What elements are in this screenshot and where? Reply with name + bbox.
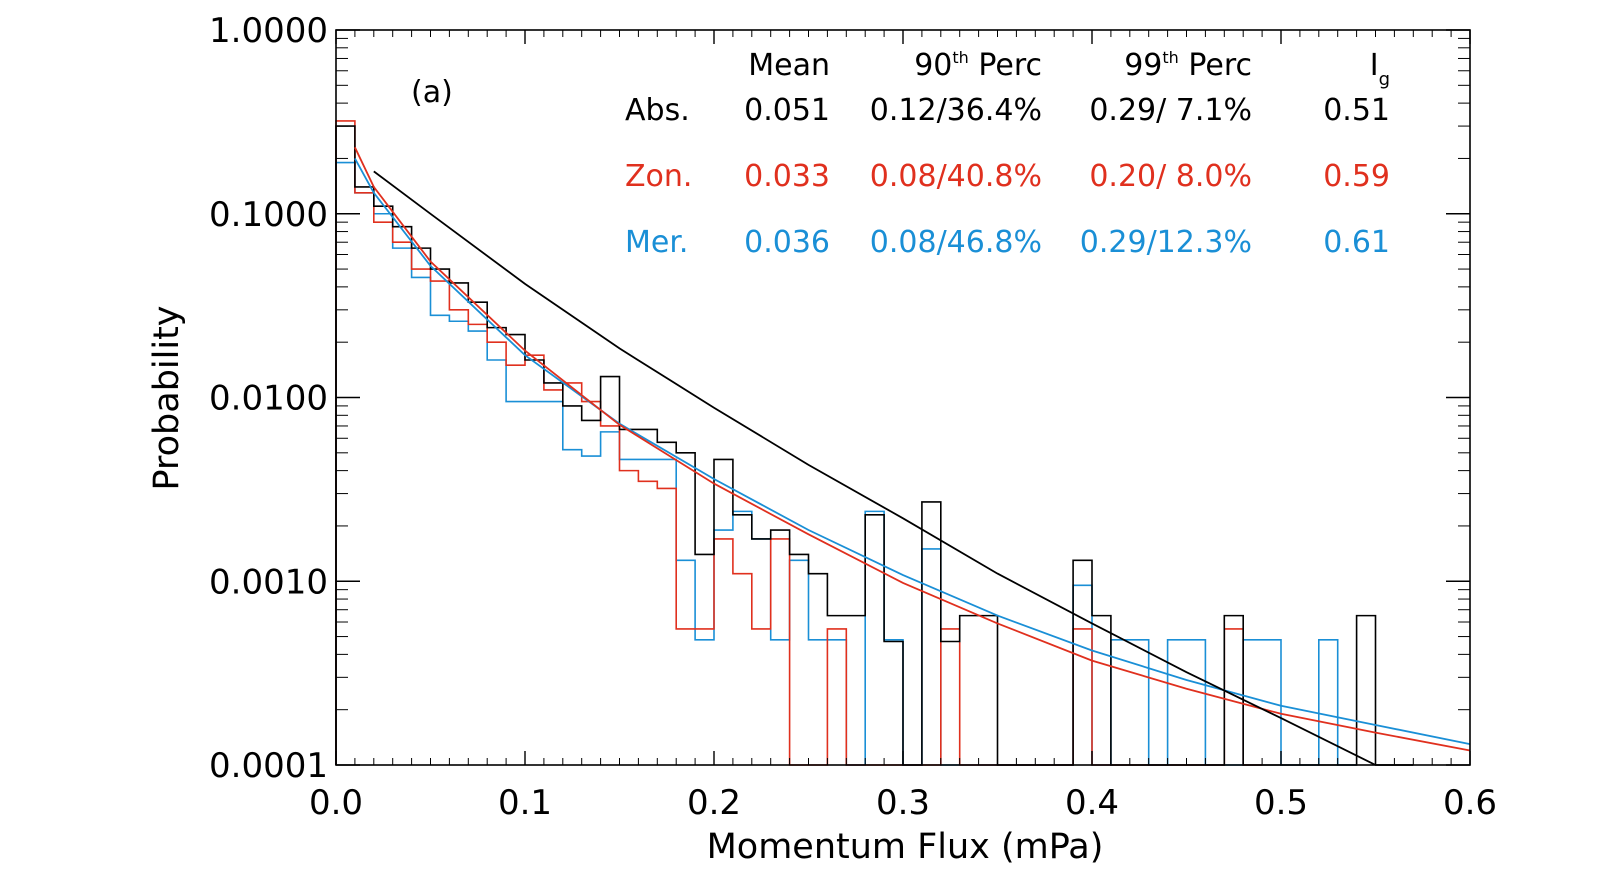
x-tick-label: 0.3 (876, 783, 930, 823)
row-mean: 0.033 (744, 159, 830, 194)
row-label: Abs. (625, 93, 690, 128)
fit-curve-abs (373, 170, 1414, 766)
stats-row-zon: Zon. 0.033 0.08/40.8% 0.20/ 8.0% 0.59 (625, 159, 1390, 194)
y-tick-label: 0.0010 (209, 562, 328, 602)
header-mean: Mean (748, 48, 830, 83)
histogram-abs (335, 125, 1377, 766)
x-axis-label: Momentum Flux (mPa) (707, 827, 1104, 867)
row-label: Zon. (625, 159, 692, 194)
x-tick-label: 0.1 (498, 783, 552, 823)
row-mean: 0.051 (744, 93, 830, 128)
tick-labels: 0.0 0.1 0.2 0.3 0.4 0.5 0.6 1.0000 0.1000 0.0100 0… (209, 11, 1497, 823)
panel-label: (a) (411, 75, 453, 110)
row-p90: 0.12/36.4% (870, 93, 1042, 128)
axis-ticks (335, 29, 1471, 766)
y-tick-label: 0.0001 (209, 746, 328, 786)
row-mean: 0.036 (744, 225, 830, 260)
stats-row-mer: Mer. 0.036 0.08/46.8% 0.29/12.3% 0.61 (625, 225, 1390, 260)
row-p99: 0.29/ 7.1% (1089, 93, 1252, 128)
histogram-layer (335, 120, 1377, 766)
row-p99: 0.20/ 8.0% (1089, 159, 1252, 194)
y-tick-label: 0.0100 (209, 379, 328, 419)
y-tick-label: 0.1000 (209, 195, 328, 235)
header-p99: 99th Perc (1124, 48, 1252, 83)
header-p90: 90th Perc (914, 48, 1042, 83)
header-ig: Ig (1370, 48, 1390, 90)
histogram-steps-zon (335, 120, 1263, 766)
fit-curve-layer (354, 146, 1471, 766)
row-label: Mer. (625, 225, 688, 260)
x-tick-label: 0.4 (1065, 783, 1119, 823)
row-ig: 0.61 (1323, 225, 1390, 260)
row-ig: 0.59 (1323, 159, 1390, 194)
x-tick-label: 0.0 (309, 783, 363, 823)
histogram-steps-abs (335, 125, 1377, 766)
stats-row-abs: Abs. 0.051 0.12/36.4% 0.29/ 7.1% 0.51 (625, 93, 1390, 128)
row-ig: 0.51 (1323, 93, 1390, 128)
histogram-zon (335, 120, 1263, 766)
y-axis-label: Probability (147, 305, 187, 490)
stats-table: Mean 90th Perc 99th Perc Ig Abs. 0.051 0.12/36… (625, 48, 1390, 260)
x-tick-label: 0.5 (1254, 783, 1308, 823)
y-tick-label: 1.0000 (209, 11, 328, 51)
row-p99: 0.29/12.3% (1080, 225, 1252, 260)
row-p90: 0.08/46.8% (870, 225, 1042, 260)
fit-curve-mer (354, 157, 1471, 745)
x-tick-label: 0.6 (1443, 783, 1497, 823)
row-p90: 0.08/40.8% (870, 159, 1042, 194)
x-tick-label: 0.2 (687, 783, 741, 823)
